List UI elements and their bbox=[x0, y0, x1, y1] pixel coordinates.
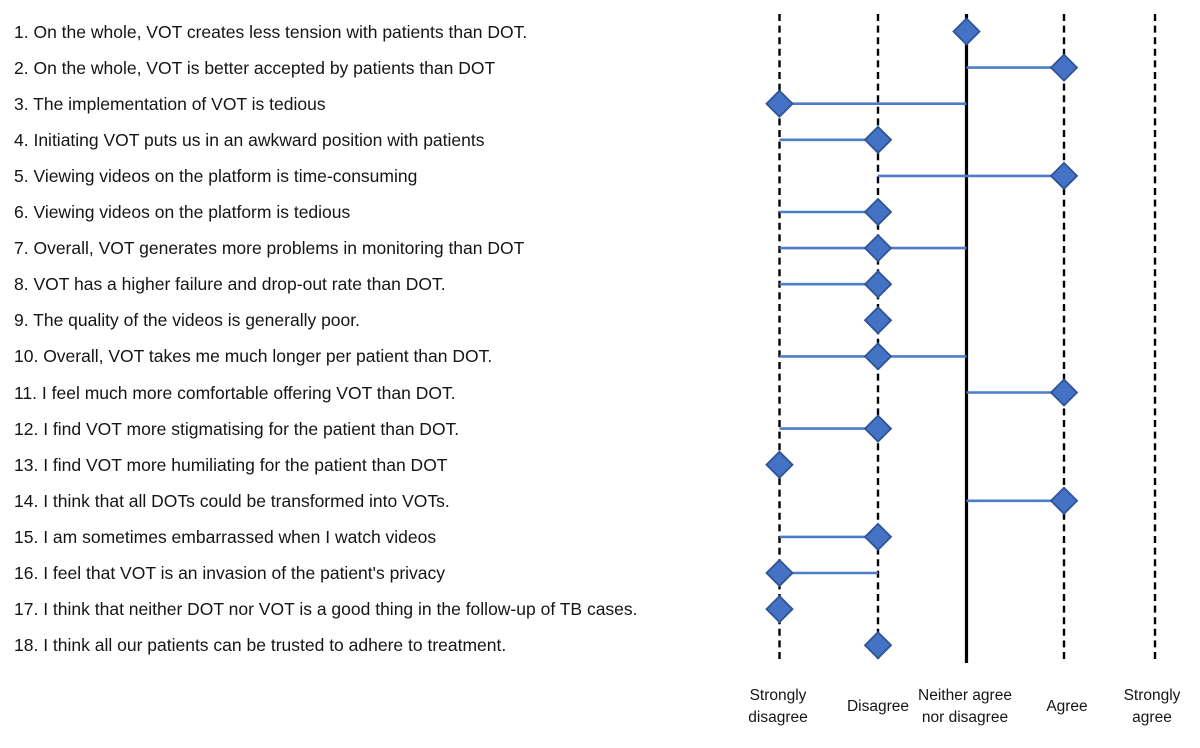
question-label: 3. The implementation of VOT is tedious bbox=[14, 93, 326, 114]
question-label: 9. The quality of the videos is generall… bbox=[14, 310, 361, 331]
question-label: 16. I feel that VOT is an invasion of th… bbox=[14, 563, 446, 583]
question-label: 12. I find VOT more stigmatising for the… bbox=[14, 418, 460, 439]
question-label: 14. I think that all DOTs could be trans… bbox=[14, 490, 450, 511]
question-label: 10. Overall, VOT takes me much longer pe… bbox=[14, 346, 493, 367]
question-label: 17. I think that neither DOT nor VOT is … bbox=[14, 599, 638, 620]
axis-label-strongly-agree: Strongly agree bbox=[1123, 686, 1181, 726]
diamond-marker bbox=[1049, 378, 1079, 407]
diamond-marker bbox=[765, 450, 794, 479]
diamond-marker bbox=[1049, 53, 1079, 82]
diamond-marker bbox=[863, 522, 893, 552]
question-label: 15. I am sometimes embarrassed when I wa… bbox=[14, 526, 437, 547]
question-label: 13. I find VOT more humiliating for the … bbox=[14, 454, 448, 475]
axis-label-agree: Agree bbox=[1046, 697, 1088, 715]
question-label: 8. VOT has a higher failure and drop-out… bbox=[14, 274, 446, 295]
diamond-marker bbox=[863, 125, 893, 155]
axis-label-strongly-disagree: Strongly disagree bbox=[748, 686, 808, 726]
question-label: 18. I think all our patients can be trus… bbox=[14, 635, 507, 656]
question-label: 4. Initiating VOT puts us in an awkward … bbox=[14, 129, 485, 150]
axis-label-neither: Neither agree nor disagree bbox=[918, 686, 1012, 726]
diamond-marker bbox=[1049, 486, 1079, 516]
axis-label-disagree: Disagree bbox=[846, 697, 910, 715]
diamond-marker bbox=[863, 269, 893, 299]
diamond-marker bbox=[863, 306, 893, 335]
diamond-marker bbox=[863, 233, 893, 263]
diamond-marker bbox=[765, 594, 794, 624]
diamond-marker bbox=[863, 197, 893, 227]
question-label: 2. On the whole, VOT is better accepted … bbox=[14, 57, 496, 78]
question-label: 11. I feel much more comfortable offerin… bbox=[14, 382, 456, 403]
question-label: 6. Viewing videos on the platform is ted… bbox=[14, 202, 351, 222]
diamond-marker bbox=[863, 630, 893, 660]
question-label: 1. On the whole, VOT creates less tensio… bbox=[14, 21, 528, 42]
question-label: 7. Overall, VOT generates more problems … bbox=[14, 238, 525, 259]
question-label: 5. Viewing videos on the platform is tim… bbox=[14, 165, 418, 186]
diamond-marker bbox=[863, 342, 893, 371]
diamond-marker bbox=[952, 17, 981, 46]
diamond-marker bbox=[765, 558, 794, 588]
diamond-marker bbox=[863, 414, 893, 443]
diamond-marker bbox=[765, 89, 794, 118]
diamond-marker bbox=[1049, 161, 1079, 191]
